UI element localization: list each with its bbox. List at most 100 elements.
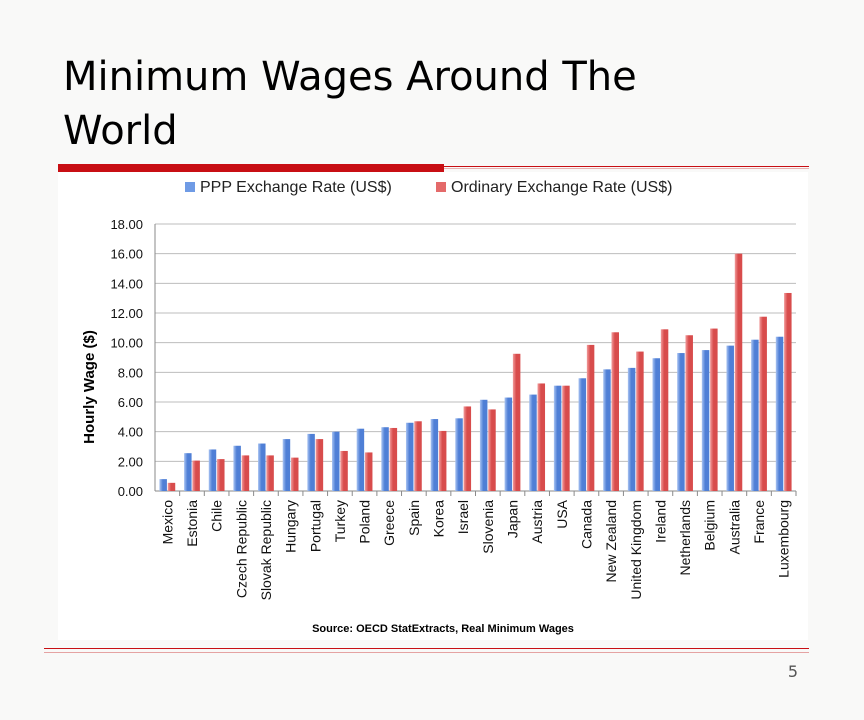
x-tick-label: Turkey xyxy=(332,500,348,542)
bar-ordinary xyxy=(266,455,274,491)
x-tick-label: Spain xyxy=(406,500,422,536)
bar-ordinary xyxy=(340,450,348,491)
bar-ppp xyxy=(405,422,414,491)
slide-title: Minimum Wages Around The World xyxy=(63,54,637,154)
bar-ppp xyxy=(775,336,784,491)
bar-ppp xyxy=(504,397,513,491)
y-tick-label: 18.00 xyxy=(110,217,143,232)
bar-ordinary xyxy=(241,455,250,491)
x-tick-label: Greece xyxy=(381,500,397,546)
bar-ppp xyxy=(258,443,266,491)
x-tick-label: Netherlands xyxy=(677,500,693,576)
bar-ppp xyxy=(677,353,685,491)
bar-ppp xyxy=(726,345,734,491)
x-tick-label: Israel xyxy=(455,500,471,534)
x-tick-label: Ireland xyxy=(652,500,668,543)
bar-ppp xyxy=(430,419,439,491)
y-tick-label: 2.00 xyxy=(118,454,143,469)
x-tick-label: Slovak Republic xyxy=(258,500,274,600)
footer-rule xyxy=(44,648,809,649)
bar-ppp xyxy=(627,367,636,491)
bar-ppp xyxy=(208,449,217,491)
footer-rule-shadow xyxy=(44,652,809,653)
legend: PPP Exchange Rate (US$) Ordinary Exchang… xyxy=(185,179,672,196)
bar-ppp xyxy=(751,339,759,491)
bar-ordinary xyxy=(562,385,570,491)
title-underline-thick xyxy=(58,164,444,173)
y-tick-labels: 0.00 2.00 4.00 6.00 8.00 10.00 12.00 14.00 16.00… xyxy=(110,217,143,499)
x-tick-label: Austria xyxy=(529,500,545,544)
bar-ordinary xyxy=(217,459,225,491)
x-tick-label: Canada xyxy=(578,500,594,549)
bar-ordinary xyxy=(192,460,200,491)
legend-swatch-ppp xyxy=(185,182,195,192)
bar-ordinary xyxy=(438,430,447,491)
y-tick-label: 10.00 xyxy=(110,336,143,351)
bar-ordinary xyxy=(389,427,398,491)
bar-ordinary xyxy=(759,316,767,491)
y-tick-label: 12.00 xyxy=(110,306,143,321)
title-underline-shadow xyxy=(444,168,809,169)
x-tick-label: Czech Republic xyxy=(233,500,249,598)
bar-ordinary xyxy=(685,335,693,491)
source-note: Source: OECD StatExtracts, Real Minimum … xyxy=(312,623,574,635)
bar-ppp xyxy=(159,479,167,491)
title-underline-thin xyxy=(444,166,809,167)
x-tick-label: Portugal xyxy=(307,500,323,552)
x-tick-label: Australia xyxy=(726,500,742,555)
bar-ppp xyxy=(578,378,587,491)
bar-ppp xyxy=(307,433,315,491)
bar-ppp xyxy=(356,428,365,491)
bar-ordinary xyxy=(488,409,496,491)
bar-ppp xyxy=(332,431,340,491)
x-tick-label: Poland xyxy=(357,500,373,544)
y-tick-label: 0.00 xyxy=(118,484,143,499)
bar-ppp xyxy=(529,394,537,491)
y-tick-label: 14.00 xyxy=(110,276,143,291)
x-tick-label: Korea xyxy=(431,500,447,538)
bar-ppp xyxy=(701,350,710,491)
x-tick-label: New Zealand xyxy=(603,500,619,583)
y-tick-label: 6.00 xyxy=(118,395,143,410)
bar-ordinary xyxy=(167,482,176,491)
bar-ppp xyxy=(233,445,241,491)
bar-ordinary xyxy=(414,421,422,491)
x-tick-label: Japan xyxy=(504,500,520,538)
legend-swatch-ordinary xyxy=(436,182,446,192)
bar-ppp xyxy=(553,385,562,491)
chart-container: PPP Exchange Rate (US$) Ordinary Exchang… xyxy=(58,172,808,640)
y-tick-label: 4.00 xyxy=(118,425,143,440)
x-tick-label: Luxembourg xyxy=(776,500,792,578)
bar-ordinary xyxy=(463,406,472,491)
bar-ordinary xyxy=(537,383,546,491)
y-tick-label: 16.00 xyxy=(110,247,143,262)
page-number: 5 xyxy=(787,662,799,681)
x-tick-label: United Kingdom xyxy=(628,500,644,600)
x-tick-labels: Mexico Estonia Chile Czech Republic Slovak R… xyxy=(159,499,791,600)
bar-ordinary xyxy=(710,328,718,491)
bars xyxy=(159,253,792,491)
y-tick-label: 8.00 xyxy=(118,365,143,380)
x-tick-label: Mexico xyxy=(159,500,175,545)
bar-ppp xyxy=(184,453,192,491)
legend-label-ppp: PPP Exchange Rate (US$) xyxy=(200,179,392,196)
bar-ppp xyxy=(603,369,611,491)
x-tick-label: Hungary xyxy=(283,500,299,553)
x-tick-label: USA xyxy=(554,499,570,528)
bar-chart: PPP Exchange Rate (US$) Ordinary Exchang… xyxy=(81,179,797,635)
x-tick-label: Belgium xyxy=(702,500,718,551)
bar-ordinary xyxy=(660,329,669,491)
y-axis-label: Hourly Wage ($) xyxy=(81,330,98,444)
bar-ppp xyxy=(652,358,661,491)
x-tick-label: Chile xyxy=(209,500,225,532)
bar-ppp xyxy=(455,418,463,491)
bar-ppp xyxy=(381,427,389,491)
bar-ppp xyxy=(282,439,291,491)
bar-ordinary xyxy=(586,344,595,491)
bar-ordinary xyxy=(364,452,373,491)
gridlines xyxy=(154,223,797,496)
bar-ordinary xyxy=(611,332,619,491)
bar-ordinary xyxy=(734,253,743,491)
bar-ordinary xyxy=(636,351,644,491)
x-tick-label: France xyxy=(751,500,767,544)
